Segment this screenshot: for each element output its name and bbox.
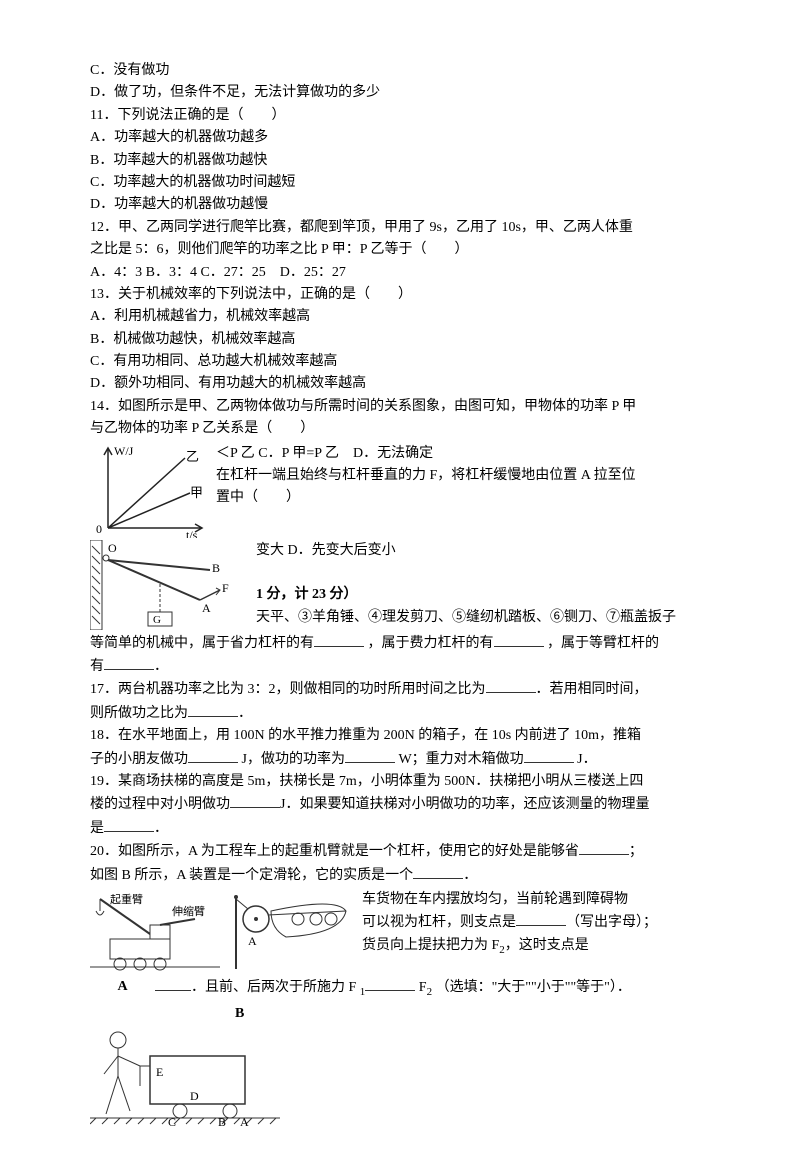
graph-line1: 乙	[186, 449, 199, 464]
q19-l3: 是．	[90, 817, 740, 840]
q14-side3: 置中（ ）	[216, 487, 740, 509]
q11-optA: A．功率越大的机器做功越多	[90, 127, 740, 149]
exam-page: C．没有做功 D．做了功，但条件不足，无法计算做功的多少 11．下列说法正确的是…	[0, 0, 800, 1166]
q20-crane: 起重臂 伸缩臂	[90, 889, 220, 974]
section2-title: 1 分，计 23 分）	[256, 584, 740, 606]
q12-l2: 之比是 5：6，则他们爬竿的功率之比 P 甲：P 乙等于（ ）	[90, 239, 740, 261]
q14-l2: 与乙物体的功率 P 乙关系是（ ）	[90, 418, 740, 440]
q13-optC: C．有用功相同、总功越大机械效率越高	[90, 351, 740, 373]
q14-side2: 在杠杆一端且始终与杠杆垂直的力 F，将杠杆缓慢地由位置 A 拉至位	[216, 465, 740, 487]
q20-side1: 车货物在车内摆放均匀，当前轮遇到障碍物	[362, 889, 740, 911]
q14-side1: ＜P 乙 C．P 甲=P 乙 D．无法确定	[216, 443, 740, 465]
q14-l1: 14．如图所示是甲、乙两物体做功与所需时间的关系图象，由图可知，甲物体的功率 P…	[90, 396, 740, 418]
graph-ylabel: W/J	[114, 444, 134, 458]
svg-text:伸缩臂: 伸缩臂	[172, 905, 205, 918]
q13-optA: A．利用机械越省力，机械效率越高	[90, 306, 740, 328]
svg-text:A: A	[248, 934, 257, 948]
graph-xlabel: t/s	[186, 528, 198, 538]
q20-side2: 可以视为杠杆，则支点是（写出字母）；	[362, 911, 740, 934]
q20-labB: B	[235, 1003, 740, 1025]
q20-fig-row1: 起重臂 伸缩臂 A 车货物在车内摆放均匀，当前轮遇到障碍物 可以	[90, 889, 740, 974]
q14-side-text: ＜P 乙 C．P 甲=P 乙 D．无法确定 在杠杆一端且始终与杠杆垂直的力 F，…	[216, 443, 740, 510]
q13-optB: B．机械做功越快，机械效率越高	[90, 329, 740, 351]
q16-l3: 有．	[90, 655, 740, 678]
q12-opts: A．4：3 B．3：4 C．27：25 D．25：27	[90, 262, 740, 284]
svg-text:A: A	[202, 601, 211, 615]
svg-text:起重臂: 起重臂	[110, 892, 143, 906]
q17-l2: 则所做功之比为．	[90, 702, 740, 725]
q12-l1: 12．甲、乙两同学进行爬竿比赛，都爬到竿顶，甲用了 9s，乙用了 10s，甲、乙…	[90, 217, 740, 239]
q15-side: 变大 D．先变大后变小	[256, 540, 740, 562]
svg-text:B: B	[212, 561, 220, 575]
q20-l1: 20．如图所示，A 为工程车上的起重机臂就是一个杠杆，使用它的好处是能够省；	[90, 840, 740, 863]
q10-optC: C．没有做功	[90, 60, 740, 82]
q13-optD: D．额外功相同、有用功越大的机械效率越高	[90, 373, 740, 395]
svg-text:0: 0	[96, 522, 102, 536]
svg-text:O: O	[108, 541, 117, 555]
q11-stem: 11．下列说法正确的是（ ）	[90, 105, 740, 127]
q15-row: O B A F G 变大 D．先变大后变小 1 分，计 23 分） 天平、③羊角…	[90, 540, 740, 630]
q15-side-text: 变大 D．先变大后变小 1 分，计 23 分） 天平、③羊角锤、④理发剪刀、⑤缝…	[256, 540, 740, 630]
q11-optD: D．功率越大的机器做功越慢	[90, 194, 740, 216]
q10-optD: D．做了功，但条件不足，无法计算做功的多少	[90, 82, 740, 104]
graph-line2: 甲	[190, 485, 203, 500]
q11-optB: B．功率越大的机器做功越快	[90, 150, 740, 172]
q20-l2: 如图 B 所示，A 装置是一个定滑轮，它的实质是一个．	[90, 864, 740, 887]
q19-l1: 19．某商场扶梯的高度是 5m，扶梯长是 7m，小明体重为 500N．扶梯把小明…	[90, 771, 740, 793]
svg-text:F: F	[222, 581, 229, 595]
q15-diagram: O B A F G	[90, 540, 250, 630]
svg-text:A: A	[240, 1115, 249, 1126]
q14-graph: W/J t/s 乙 甲 0	[90, 443, 210, 538]
q13-stem: 13．关于机械效率的下列说法中，正确的是（ ）	[90, 284, 740, 306]
q18-l1: 18．在水平地面上，用 100N 的水平推力推重为 200N 的箱子，在 10s…	[90, 725, 740, 747]
q20-labrow: A ．且前、后两次于所施力 F 1 F2 （选填："大于""小于""等于"）．	[90, 976, 740, 1001]
q19-l2: 楼的过程中对小明做功J．如果要知道扶梯对小明做功的功率，还应该测量的物理量	[90, 793, 740, 816]
svg-text:E: E	[156, 1065, 163, 1079]
q16-l1: 天平、③羊角锤、④理发剪刀、⑤缝纫机踏板、⑥铡刀、⑦瓶盖扳子	[256, 607, 740, 629]
q14-graph-row: W/J t/s 乙 甲 0 ＜P 乙 C．P 甲=P 乙 D．无法确定 在杠杆一…	[90, 443, 740, 538]
q17-l1: 17．两台机器功率之比为 3：2，则做相同的功时所用时间之比为．若用相同时间，	[90, 678, 740, 701]
q11-optC: C．功率越大的机器做功时间越短	[90, 172, 740, 194]
q20-labA: A	[90, 976, 155, 998]
q20-side-text: 车货物在车内摆放均匀，当前轮遇到障碍物 可以视为杠杆，则支点是（写出字母）； 货…	[362, 889, 740, 959]
q20-pulley: A	[226, 889, 356, 974]
svg-text:G: G	[153, 614, 161, 626]
q20-bottomline: ．且前、后两次于所施力 F 1 F2 （选填："大于""小于""等于"）．	[155, 976, 740, 1001]
svg-text:D: D	[190, 1089, 199, 1103]
q18-l2: 子的小朋友做功 J，做功的功率为 W；重力对木箱做功 J．	[90, 748, 740, 771]
q20-cart: E D C B A	[90, 1026, 740, 1126]
q20-side3: 货员向上提扶把力为 F2，这时支点是	[362, 935, 740, 959]
q16-l2: 等简单的机械中，属于省力杠杆的有 ，属于费力杠杆的有 ，属于等臂杠杆的	[90, 632, 740, 655]
svg-text:C: C	[168, 1115, 176, 1126]
svg-text:B: B	[218, 1115, 226, 1126]
